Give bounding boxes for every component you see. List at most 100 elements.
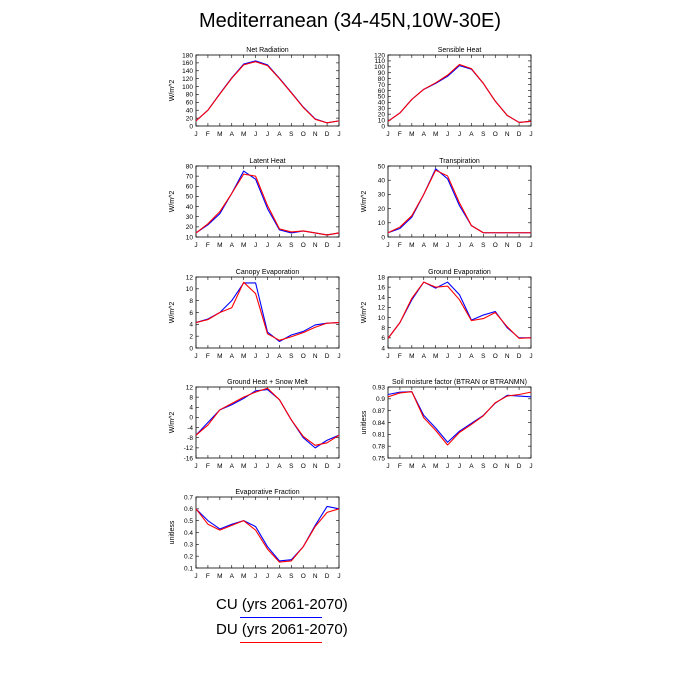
x-tick-label: J (386, 463, 389, 470)
y-axis-label: W/m^2 (361, 191, 368, 213)
panel-title: Canopy Evaporation (236, 269, 300, 276)
x-tick-label: D (517, 353, 522, 360)
y-tick-label: 0 (189, 345, 193, 352)
x-tick-label: S (289, 463, 294, 470)
legend-label-du: DU (yrs 2061-2070) (216, 621, 348, 638)
series-line-cu-yrs-2061-2070 (195, 170, 340, 236)
x-tick-label: N (505, 131, 510, 138)
y-tick-label: 60 (186, 100, 194, 107)
x-tick-label: J (386, 131, 389, 138)
x-tick-label: A (277, 573, 282, 580)
series-line-cu-yrs-2061-2070 (387, 281, 531, 339)
legend-line-du (240, 642, 322, 643)
x-tick-label: D (325, 463, 330, 470)
x-tick-label: J (446, 131, 449, 138)
y-tick-label: 0.6 (184, 506, 193, 513)
x-tick-label: M (241, 573, 246, 580)
x-tick-label: F (206, 131, 210, 138)
series-line-du-yrs-2061-2070 (195, 387, 340, 446)
y-tick-label: 0.81 (372, 432, 385, 439)
y-axis-label: unitless (169, 520, 176, 544)
panel-evaporative-fraction: Evaporative Fraction 0.1 0.2 0.3 0.4 0.5 0.6 0.… (169, 489, 341, 580)
x-tick-label: O (301, 131, 306, 138)
y-tick-label: 50 (378, 163, 386, 170)
x-tick-label: O (301, 463, 306, 470)
panel-title: Ground Evaporation (428, 269, 491, 276)
y-tick-label: 50 (186, 194, 194, 201)
x-tick-label: N (505, 242, 510, 249)
y-tick-label: 0.78 (372, 443, 385, 450)
panel-title: Net Radiation (246, 47, 289, 54)
y-axis-label: W/m^2 (169, 191, 176, 213)
x-tick-label: J (194, 131, 197, 138)
x-tick-label: D (517, 131, 522, 138)
y-axis-label: W/m^2 (361, 302, 368, 324)
y-tick-label: 0 (189, 415, 193, 422)
y-tick-label: 12 (378, 305, 386, 312)
x-tick-label: N (313, 131, 318, 138)
x-tick-label: A (469, 463, 474, 470)
x-tick-label: M (241, 131, 246, 138)
y-tick-label: 100 (374, 64, 385, 71)
x-tick-label: D (517, 242, 522, 249)
x-tick-label: A (277, 353, 282, 360)
x-tick-label: S (289, 573, 294, 580)
y-tick-label: 16 (378, 284, 386, 291)
x-tick-label: A (422, 242, 427, 249)
x-tick-label: A (230, 131, 235, 138)
y-tick-label: 0.75 (372, 455, 385, 462)
x-tick-label: N (505, 353, 510, 360)
x-tick-label: J (529, 463, 532, 470)
figure-title: Mediterranean (34-45N,10W-30E) (198, 10, 501, 32)
series-line-du-yrs-2061-2070 (195, 508, 340, 563)
y-tick-label: 0.5 (184, 518, 193, 525)
plot-frame (195, 386, 340, 459)
x-tick-label: N (313, 573, 318, 580)
x-tick-label: F (206, 463, 210, 470)
x-tick-label: J (337, 573, 340, 580)
panel-title: Ground Heat + Snow Melt (227, 379, 308, 386)
x-tick-label: J (529, 131, 532, 138)
x-tick-label: A (277, 463, 282, 470)
x-tick-label: J (529, 353, 532, 360)
y-tick-label: 160 (182, 60, 193, 67)
legend-line-cu (240, 617, 322, 618)
y-tick-label: 30 (378, 106, 386, 113)
y-tick-label: 6 (381, 335, 385, 342)
y-tick-label: 60 (186, 184, 194, 191)
x-tick-label: J (458, 242, 461, 249)
x-tick-label: D (325, 242, 330, 249)
y-tick-label: 90 (378, 70, 386, 77)
x-tick-label: S (481, 463, 486, 470)
x-tick-label: J (194, 242, 197, 249)
y-tick-label: 0.84 (372, 420, 385, 427)
x-tick-label: J (194, 463, 197, 470)
y-tick-label: 4 (381, 345, 385, 352)
plot-frame (387, 386, 532, 459)
y-tick-label: -16 (184, 455, 194, 462)
series-line-cu-yrs-2061-2070 (387, 391, 532, 443)
x-tick-label: J (446, 353, 449, 360)
x-tick-label: F (206, 242, 210, 249)
x-tick-label: A (469, 242, 474, 249)
x-tick-label: M (409, 131, 414, 138)
plot-frame (387, 165, 532, 238)
x-tick-label: F (398, 131, 402, 138)
series-line-du-yrs-2061-2070 (387, 63, 532, 123)
x-tick-label: O (493, 353, 498, 360)
y-tick-label: 60 (378, 88, 386, 95)
x-tick-label: M (433, 131, 438, 138)
y-tick-label: 20 (186, 115, 194, 122)
x-tick-label: O (493, 131, 498, 138)
y-tick-label: 40 (186, 204, 194, 211)
x-tick-label: J (266, 242, 269, 249)
x-tick-label: M (433, 353, 438, 360)
y-tick-label: 0 (381, 123, 385, 130)
y-tick-label: 0 (381, 234, 385, 241)
y-tick-label: 70 (186, 173, 194, 180)
x-tick-label: O (493, 463, 498, 470)
